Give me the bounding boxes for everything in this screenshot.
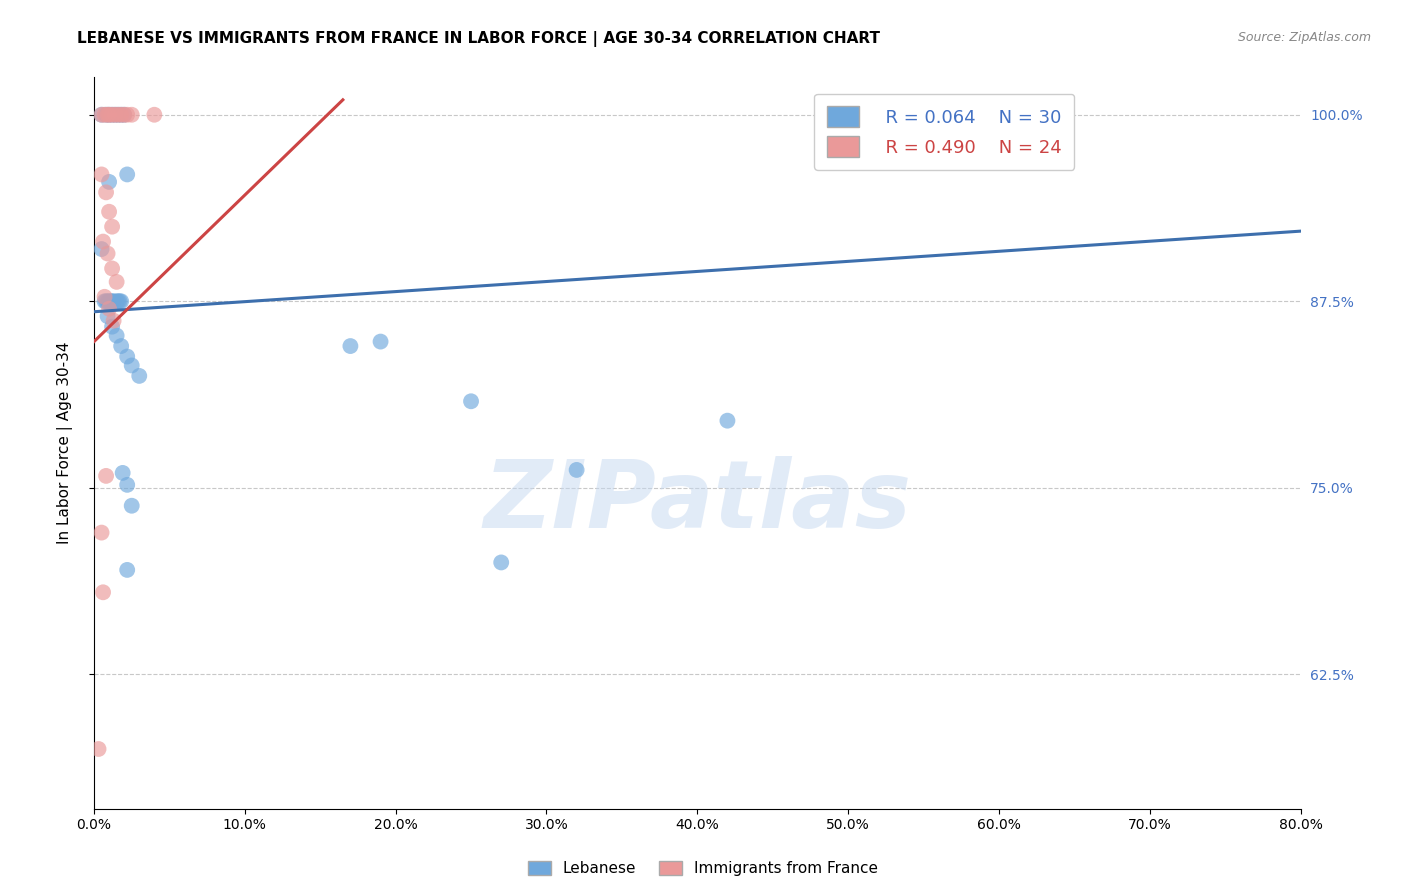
Point <box>101 294 124 309</box>
Point <box>90 168 112 182</box>
Point <box>101 319 124 334</box>
Point <box>105 294 128 309</box>
Point <box>115 168 138 182</box>
Point <box>104 108 127 122</box>
Point <box>97 309 120 323</box>
Text: LEBANESE VS IMMIGRANTS FROM FRANCE IN LABOR FORCE | AGE 30-34 CORRELATION CHART: LEBANESE VS IMMIGRANTS FROM FRANCE IN LA… <box>77 31 880 47</box>
Point <box>115 563 138 577</box>
Point <box>101 108 124 122</box>
Point <box>90 525 112 540</box>
Point <box>104 108 127 122</box>
Point <box>565 463 588 477</box>
Point <box>97 294 120 309</box>
Point <box>98 108 121 122</box>
Point <box>98 175 121 189</box>
Point <box>107 294 129 309</box>
Point <box>370 334 392 349</box>
Point <box>97 108 120 122</box>
Point <box>101 219 124 234</box>
Point <box>110 108 132 122</box>
Legend: Lebanese, Immigrants from France: Lebanese, Immigrants from France <box>522 855 884 882</box>
Point <box>115 350 138 364</box>
Point <box>115 108 138 122</box>
Point <box>121 499 143 513</box>
Point <box>90 108 112 122</box>
Point <box>110 294 132 309</box>
Point <box>94 186 117 200</box>
Point <box>121 359 143 373</box>
Point <box>100 294 122 309</box>
Point <box>94 469 117 483</box>
Point <box>98 204 121 219</box>
Point <box>112 108 135 122</box>
Point <box>91 235 114 249</box>
Point <box>112 108 135 122</box>
Point <box>987 108 1010 122</box>
Point <box>94 294 117 309</box>
Point <box>105 328 128 343</box>
Point <box>121 108 143 122</box>
Point <box>111 466 134 480</box>
Point <box>90 242 112 256</box>
Point <box>87 742 110 756</box>
Point <box>103 294 125 309</box>
Point <box>97 246 120 260</box>
Point <box>115 478 138 492</box>
Point <box>94 108 117 122</box>
Point <box>108 294 131 309</box>
Point <box>93 294 115 309</box>
Point <box>98 294 121 309</box>
Point <box>105 275 128 289</box>
Point <box>460 394 482 409</box>
Point <box>93 108 115 122</box>
Point <box>110 108 132 122</box>
Y-axis label: In Labor Force | Age 30-34: In Labor Force | Age 30-34 <box>58 342 73 544</box>
Point <box>143 108 166 122</box>
Point <box>110 339 132 353</box>
Text: Source: ZipAtlas.com: Source: ZipAtlas.com <box>1237 31 1371 45</box>
Point <box>101 108 124 122</box>
Point <box>128 368 150 383</box>
Legend:   R = 0.064    N = 30,   R = 0.490    N = 24: R = 0.064 N = 30, R = 0.490 N = 24 <box>814 94 1074 169</box>
Text: ZIPatlas: ZIPatlas <box>484 456 911 548</box>
Point <box>98 108 121 122</box>
Point <box>101 261 124 276</box>
Point <box>93 290 115 304</box>
Point <box>716 414 738 428</box>
Point <box>90 108 112 122</box>
Point <box>91 585 114 599</box>
Point <box>489 556 512 570</box>
Point <box>98 301 121 316</box>
Point <box>107 108 129 122</box>
Point <box>103 314 125 328</box>
Point <box>339 339 361 353</box>
Point <box>107 108 129 122</box>
